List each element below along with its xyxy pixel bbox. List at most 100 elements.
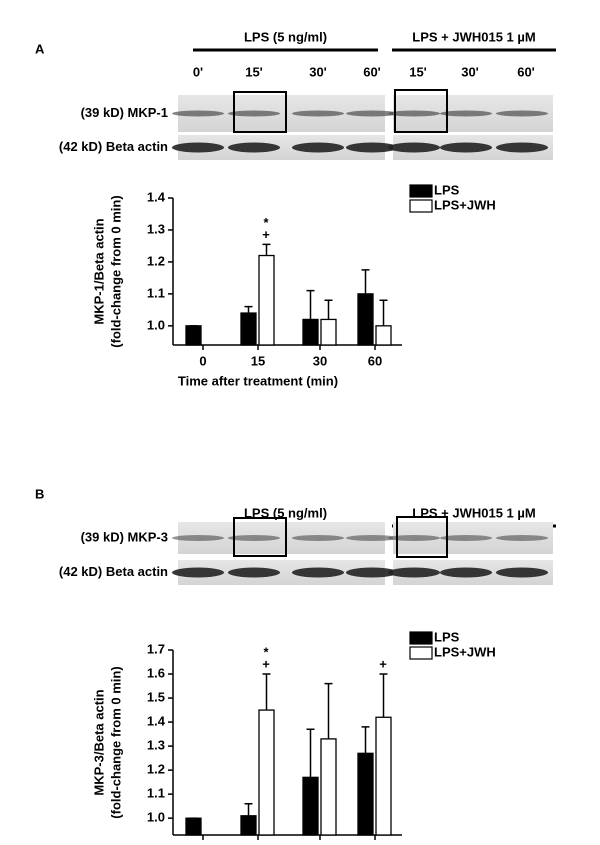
y-label: MKP-1/Beta actin xyxy=(91,218,106,324)
legend-label: LPS+JWH xyxy=(434,644,496,659)
y-sublabel: (fold-change from 0 min) xyxy=(108,666,123,818)
bar xyxy=(375,716,392,836)
blot-band xyxy=(172,142,224,153)
bar xyxy=(258,254,275,346)
legend-swatch xyxy=(409,646,433,660)
y-tick-label: 1.0 xyxy=(147,810,165,825)
blot-band xyxy=(388,142,440,153)
y-tick-label: 1.2 xyxy=(147,253,165,268)
y-tick-label: 1.0 xyxy=(147,317,165,332)
lane-label: 30' xyxy=(309,64,327,79)
y-tick-label: 1.2 xyxy=(147,762,165,777)
y-tick-label: 1.4 xyxy=(147,714,166,729)
blot-band xyxy=(496,535,548,541)
highlight-box xyxy=(233,517,287,557)
y-tick-label: 1.1 xyxy=(147,285,165,300)
bar xyxy=(357,752,374,836)
blot-band xyxy=(346,567,398,578)
blot-band xyxy=(292,567,344,578)
x-tick-label: 30 xyxy=(313,353,327,368)
lane-label: 15' xyxy=(245,64,263,79)
blot-band xyxy=(346,142,398,153)
blot-band xyxy=(292,142,344,153)
blot-band xyxy=(228,567,280,578)
annotation: * xyxy=(263,215,269,230)
blot-band xyxy=(496,142,548,153)
error-bar xyxy=(361,726,370,754)
lane-label: 15' xyxy=(409,64,427,79)
y-tick-label: 1.5 xyxy=(147,689,165,704)
y-tick-label: 1.7 xyxy=(147,641,165,656)
bar xyxy=(240,815,257,836)
y-tick-label: 1.3 xyxy=(147,221,165,236)
annotation: * xyxy=(263,644,269,659)
row-label: (39 kD) MKP-1 xyxy=(81,105,168,120)
blot-band xyxy=(172,567,224,578)
x-tick-label: 0 xyxy=(199,353,206,368)
panel-label: B xyxy=(35,486,44,501)
bar xyxy=(302,318,319,346)
error-bar xyxy=(262,243,271,256)
blot-band xyxy=(346,110,398,117)
highlight-box xyxy=(233,91,287,133)
blot-band xyxy=(440,567,492,578)
bar xyxy=(240,312,257,346)
blot-band xyxy=(228,110,280,117)
y-tick-label: 1.6 xyxy=(147,665,165,680)
row-label: (39 kD) MKP-3 xyxy=(81,529,168,544)
bar xyxy=(320,318,337,346)
bar xyxy=(185,817,202,836)
error-bar xyxy=(361,269,370,294)
blot-band xyxy=(228,535,280,541)
highlight-box xyxy=(396,516,448,558)
error-bar xyxy=(324,299,333,320)
y-sublabel: (fold-change from 0 min) xyxy=(108,195,123,347)
lane-label: 30' xyxy=(461,64,479,79)
x-label: Time after treatment (min) xyxy=(178,373,338,388)
row-label: (42 kD) Beta actin xyxy=(59,139,168,154)
y-tick-label: 1.1 xyxy=(147,786,165,801)
annotation: + xyxy=(379,656,387,671)
lane-label: 60' xyxy=(363,64,381,79)
error-bar xyxy=(379,299,388,326)
bar xyxy=(320,738,337,836)
blot-band xyxy=(496,110,548,117)
lane-label: 0' xyxy=(193,64,203,79)
bar xyxy=(302,776,319,836)
bar xyxy=(375,325,392,346)
legend-swatch xyxy=(409,184,433,198)
blot-band xyxy=(388,110,440,117)
row-label: (42 kD) Beta actin xyxy=(59,564,168,579)
blot-band xyxy=(172,110,224,117)
error-bar xyxy=(379,673,388,718)
error-bar xyxy=(244,803,253,816)
blot-band xyxy=(346,535,398,541)
bar xyxy=(185,325,202,346)
legend-label: LPS+JWH xyxy=(434,197,496,212)
legend-swatch xyxy=(409,631,433,645)
y-tick-label: 1.4 xyxy=(147,189,166,204)
annotation: + xyxy=(262,656,270,671)
annotation: + xyxy=(262,227,270,242)
highlight-box xyxy=(394,89,448,133)
group-title: LPS + JWH015 1 µM xyxy=(412,29,535,44)
group-title: LPS (5 ng/ml) xyxy=(244,29,327,44)
blot-band xyxy=(496,567,548,578)
y-label: MKP-3/Beta actin xyxy=(91,689,106,795)
blot-band xyxy=(228,142,280,153)
lane-label: 60' xyxy=(517,64,535,79)
legend-swatch xyxy=(409,199,433,213)
blot-band xyxy=(388,535,440,541)
panel-label: A xyxy=(35,41,45,56)
group-title: LPS (5 ng/ml) xyxy=(244,505,327,520)
error-bar xyxy=(324,682,333,739)
blot-band xyxy=(388,567,440,578)
error-bar xyxy=(262,673,271,711)
bar xyxy=(258,709,275,836)
blot-band xyxy=(440,142,492,153)
error-bar xyxy=(306,289,315,320)
blot-band xyxy=(292,535,344,541)
bar xyxy=(357,293,374,346)
x-tick-label: 60 xyxy=(368,353,382,368)
